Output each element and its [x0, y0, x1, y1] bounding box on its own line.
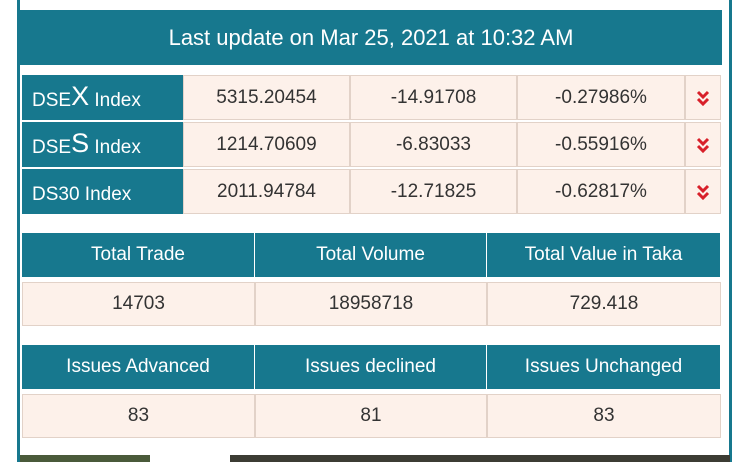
down-arrow — [685, 122, 721, 167]
index-name: DSE S Index — [22, 122, 183, 167]
stat-value: 14703 — [22, 282, 255, 326]
stat-header: Total Volume — [255, 233, 486, 277]
stat-header: Issues Advanced — [22, 345, 254, 389]
frame-left — [0, 0, 20, 462]
index-name-part: DSE — [32, 90, 72, 111]
stat-value: 81 — [255, 394, 487, 438]
index-value: 5315.20454 — [183, 75, 350, 120]
index-name: DSE X Index — [22, 75, 183, 120]
index-name-part: S — [71, 128, 90, 158]
chevron-icon — [696, 137, 710, 153]
index-name: DS30 Index — [22, 169, 183, 214]
image-strip — [230, 455, 730, 462]
index-value: 1214.70609 — [183, 122, 350, 167]
index-change: -6.83033 — [350, 122, 517, 167]
index-name-part: Index — [89, 90, 141, 111]
chevron-icon — [696, 184, 710, 200]
stat-header: Issues declined — [255, 345, 486, 389]
index-change: -12.71825 — [350, 169, 517, 214]
index-change: -14.91708 — [350, 75, 517, 120]
index-name-part: DSE — [32, 137, 72, 158]
index-value: 2011.94784 — [183, 169, 350, 214]
update-banner: Last update on Mar 25, 2021 at 10:32 AM — [20, 10, 722, 65]
down-arrow — [685, 169, 721, 214]
image-strip — [20, 455, 150, 462]
stat-value: 83 — [487, 394, 721, 438]
stat-value: 18958718 — [255, 282, 487, 326]
index-percent: -0.62817% — [517, 169, 685, 214]
chevron-icon — [696, 90, 710, 106]
stat-header: Total Trade — [22, 233, 254, 277]
index-name-part: X — [71, 81, 90, 111]
stat-header: Issues Unchanged — [487, 345, 720, 389]
index-percent: -0.55916% — [517, 122, 685, 167]
stat-value: 729.418 — [487, 282, 721, 326]
index-percent: -0.27986% — [517, 75, 685, 120]
down-arrow — [685, 75, 721, 120]
index-name-part: DS30 Index — [32, 184, 132, 205]
stat-value: 83 — [22, 394, 255, 438]
frame-right — [729, 0, 750, 462]
stat-header: Total Value in Taka — [487, 233, 720, 277]
index-name-part: Index — [89, 137, 141, 158]
